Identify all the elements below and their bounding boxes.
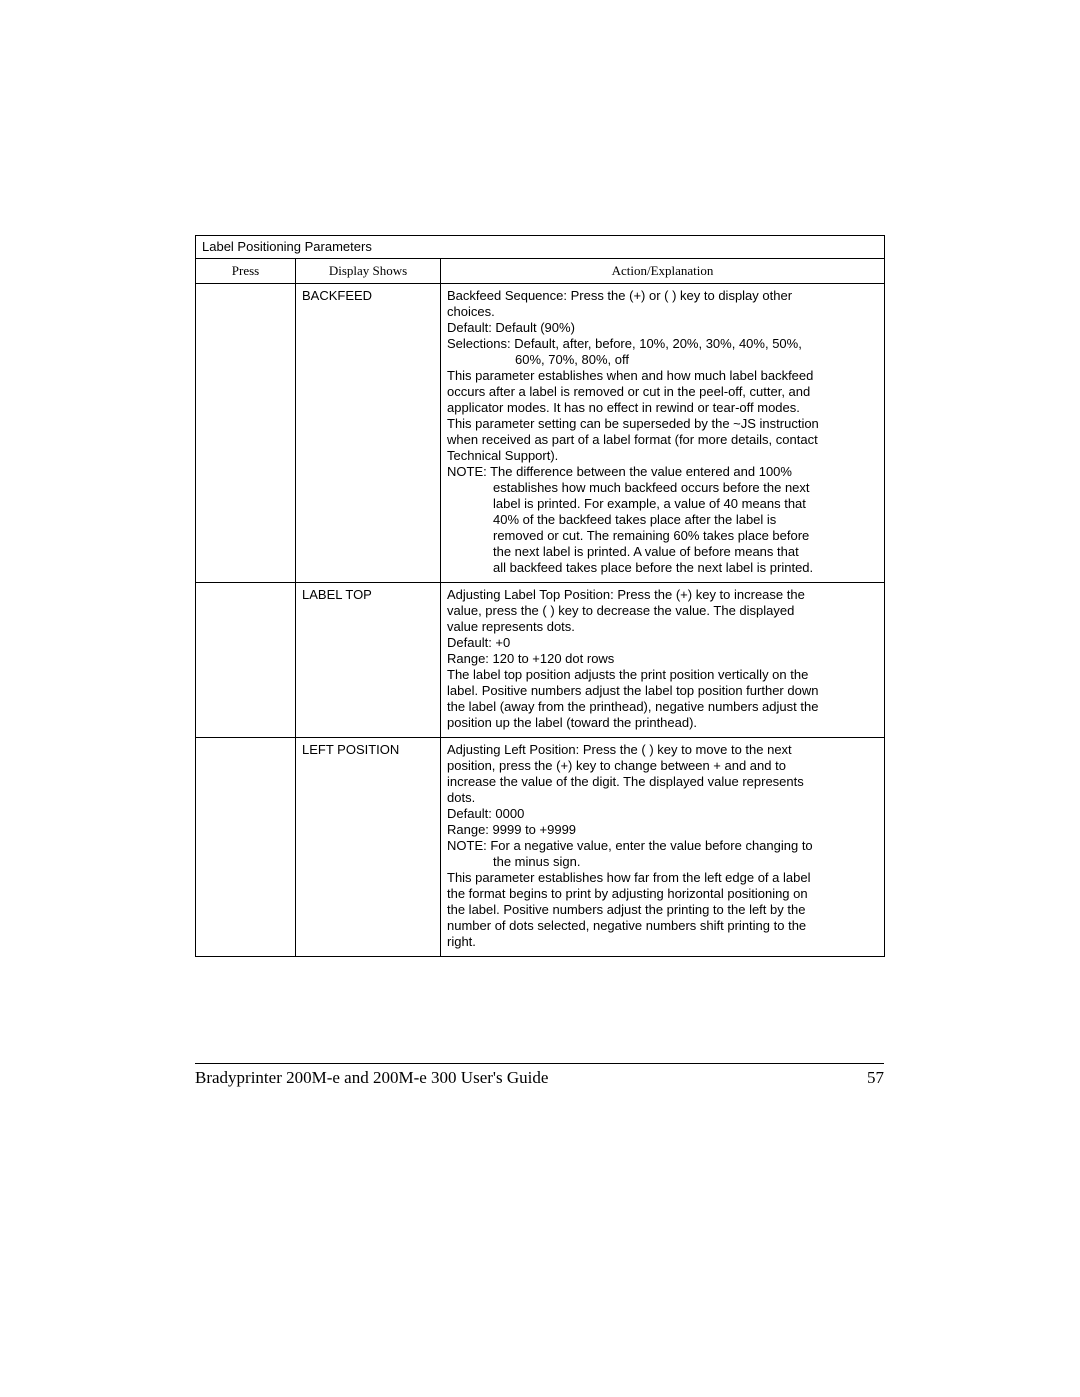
action-line: 40% of the backfeed takes place after th… bbox=[447, 512, 878, 528]
action-line: the label. Positive numbers adjust the p… bbox=[447, 902, 878, 918]
action-line: occurs after a label is removed or cut i… bbox=[447, 384, 878, 400]
action-line: Selections: Default, after, before, 10%,… bbox=[447, 336, 878, 352]
action-line: removed or cut. The remaining 60% takes … bbox=[447, 528, 878, 544]
action-line: the format begins to print by adjusting … bbox=[447, 886, 878, 902]
table-title-row: Label Positioning Parameters bbox=[196, 236, 885, 259]
action-line: value represents dots. bbox=[447, 619, 878, 635]
action-line: Range: 120 to +120 dot rows bbox=[447, 651, 878, 667]
parameters-table: Label Positioning Parameters Press Displ… bbox=[195, 235, 885, 957]
action-line: Technical Support). bbox=[447, 448, 878, 464]
action-line: Default: Default (90%) bbox=[447, 320, 878, 336]
action-line: This parameter establishes how far from … bbox=[447, 870, 878, 886]
action-line: right. bbox=[447, 934, 878, 950]
display-cell: LABEL TOP bbox=[296, 583, 441, 738]
action-line: number of dots selected, negative number… bbox=[447, 918, 878, 934]
page: Label Positioning Parameters Press Displ… bbox=[0, 0, 1080, 1397]
action-cell: Adjusting Left Position: Press the ( ) k… bbox=[441, 738, 885, 957]
col-header-display: Display Shows bbox=[296, 259, 441, 284]
action-line: label is printed. For example, a value o… bbox=[447, 496, 878, 512]
action-line: position up the label (toward the printh… bbox=[447, 715, 878, 731]
press-cell bbox=[196, 284, 296, 583]
action-line: This parameter establishes when and how … bbox=[447, 368, 878, 384]
action-line: increase the value of the digit. The dis… bbox=[447, 774, 878, 790]
action-line: Default: 0000 bbox=[447, 806, 878, 822]
action-line: choices. bbox=[447, 304, 878, 320]
action-line: applicator modes. It has no effect in re… bbox=[447, 400, 878, 416]
action-cell: Backfeed Sequence: Press the (+) or ( ) … bbox=[441, 284, 885, 583]
table-row: LEFT POSITION Adjusting Left Position: P… bbox=[196, 738, 885, 957]
action-line: Default: +0 bbox=[447, 635, 878, 651]
table-row: LABEL TOP Adjusting Label Top Position: … bbox=[196, 583, 885, 738]
action-line: label. Positive numbers adjust the label… bbox=[447, 683, 878, 699]
action-line: Backfeed Sequence: Press the (+) or ( ) … bbox=[447, 288, 878, 304]
action-line: the next label is printed. A value of be… bbox=[447, 544, 878, 560]
page-footer: Bradyprinter 200M-e and 200M-e 300 User'… bbox=[195, 1063, 884, 1088]
action-line: establishes how much backfeed occurs bef… bbox=[447, 480, 878, 496]
action-line: the label (away from the printhead), neg… bbox=[447, 699, 878, 715]
action-line: the minus sign. bbox=[447, 854, 878, 870]
action-line: This parameter setting can be superseded… bbox=[447, 416, 878, 432]
table-row: BACKFEED Backfeed Sequence: Press the (+… bbox=[196, 284, 885, 583]
action-line: dots. bbox=[447, 790, 878, 806]
footer-title: Bradyprinter 200M-e and 200M-e 300 User'… bbox=[195, 1068, 548, 1088]
action-line: Range: 9999 to +9999 bbox=[447, 822, 878, 838]
action-line: Adjusting Label Top Position: Press the … bbox=[447, 587, 878, 603]
action-line: NOTE: For a negative value, enter the va… bbox=[447, 838, 878, 854]
display-cell: BACKFEED bbox=[296, 284, 441, 583]
col-header-action: Action/Explanation bbox=[441, 259, 885, 284]
page-number: 57 bbox=[867, 1068, 884, 1088]
table-header-row: Press Display Shows Action/Explanation bbox=[196, 259, 885, 284]
action-line: NOTE: The difference between the value e… bbox=[447, 464, 878, 480]
action-line: all backfeed takes place before the next… bbox=[447, 560, 878, 576]
action-cell: Adjusting Label Top Position: Press the … bbox=[441, 583, 885, 738]
parameters-table-wrap: Label Positioning Parameters Press Displ… bbox=[195, 235, 884, 957]
display-cell: LEFT POSITION bbox=[296, 738, 441, 957]
action-line: Adjusting Left Position: Press the ( ) k… bbox=[447, 742, 878, 758]
action-line: 60%, 70%, 80%, off bbox=[447, 352, 878, 368]
press-cell bbox=[196, 738, 296, 957]
table-title: Label Positioning Parameters bbox=[196, 236, 885, 259]
action-line: position, press the (+) key to change be… bbox=[447, 758, 878, 774]
action-line: when received as part of a label format … bbox=[447, 432, 878, 448]
action-line: The label top position adjusts the print… bbox=[447, 667, 878, 683]
action-line: value, press the ( ) key to decrease the… bbox=[447, 603, 878, 619]
col-header-press: Press bbox=[196, 259, 296, 284]
press-cell bbox=[196, 583, 296, 738]
